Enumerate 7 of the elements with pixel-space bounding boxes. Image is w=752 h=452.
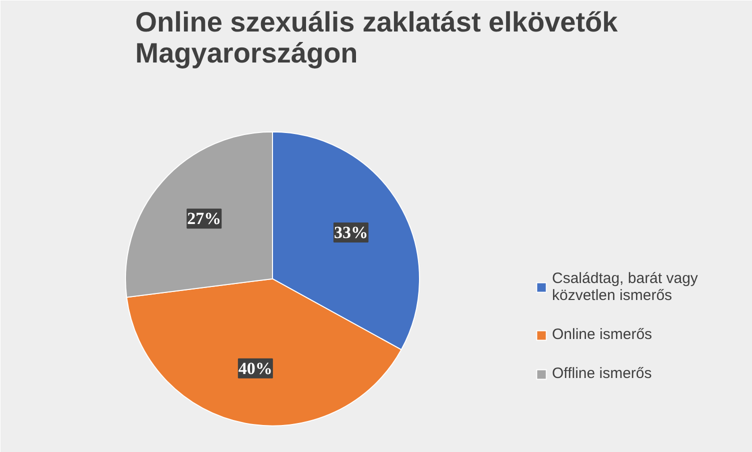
data-label: 33% [334, 222, 368, 242]
legend-label: Családtag, barát vagy közvetlen ismerős [552, 270, 698, 304]
legend-label: Online ismerős [552, 326, 652, 343]
chart-title: Online szexuális zaklatást elkövetők Magyarországon [135, 6, 618, 68]
legend-label: Offline ismerős [552, 365, 652, 382]
data-label: 40% [238, 358, 272, 378]
data-label: 27% [187, 209, 222, 228]
